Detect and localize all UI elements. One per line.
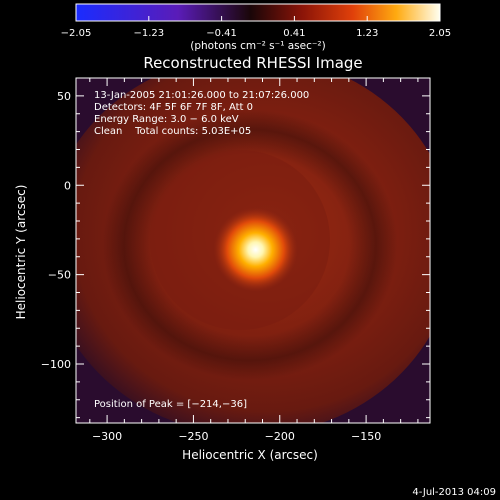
y-tick-label: 50 — [57, 90, 71, 103]
x-tick-label: −250 — [178, 430, 208, 443]
footer-date: 4-Jul-2013 04:09 — [412, 487, 496, 498]
y-axis-label: Heliocentric Y (arcsec) — [14, 185, 28, 320]
x-axis-label: Heliocentric X (arcsec) — [182, 448, 318, 462]
colorbar-unit-label: (photons cm⁻² s⁻¹ asec⁻²) — [190, 40, 325, 52]
y-tick-label: 0 — [64, 179, 71, 192]
colorbar-tick-label: −1.23 — [133, 28, 164, 39]
colorbar — [75, 3, 441, 22]
heatmap-image — [76, 78, 430, 423]
colorbar-tick-label: −0.41 — [206, 28, 237, 39]
colorbar-tick-label: −2.05 — [61, 28, 92, 39]
info-line-time: 13-Jan-2005 21:01:26.000 to 21:07:26.000 — [94, 90, 309, 101]
peak-position-label: Position of Peak = [−214,−36] — [94, 399, 247, 410]
colorbar-tick-label: 0.41 — [283, 28, 305, 39]
plot-frame — [75, 77, 431, 424]
x-tick-label: −150 — [351, 430, 381, 443]
x-axis: −300 −250 −200 −150 — [89, 78, 419, 443]
colorbar-ticks: −2.05 −1.23 −0.41 0.41 1.23 2.05 — [61, 16, 451, 39]
peak-source — [213, 207, 298, 292]
info-line-detectors: Detectors: 4F 5F 6F 7F 8F, Att 0 — [94, 102, 253, 113]
x-tick-label: −200 — [265, 430, 295, 443]
colorbar-tick-label: 1.23 — [356, 28, 378, 39]
y-axis: 50 0 −50 −100 — [41, 77, 430, 419]
info-line-counts: Clean Total counts: 5.03E+05 — [94, 126, 251, 137]
x-tick-label: −300 — [92, 430, 122, 443]
observation-info: 13-Jan-2005 21:01:26.000 to 21:07:26.000… — [94, 90, 309, 137]
y-tick-label: −50 — [48, 269, 71, 282]
y-tick-label: −100 — [41, 358, 71, 371]
colorbar-tick-label: 2.05 — [429, 28, 451, 39]
info-line-energy: Energy Range: 3.0 − 6.0 keV — [94, 114, 239, 125]
chart-title: Reconstructed RHESSI Image — [143, 54, 362, 72]
